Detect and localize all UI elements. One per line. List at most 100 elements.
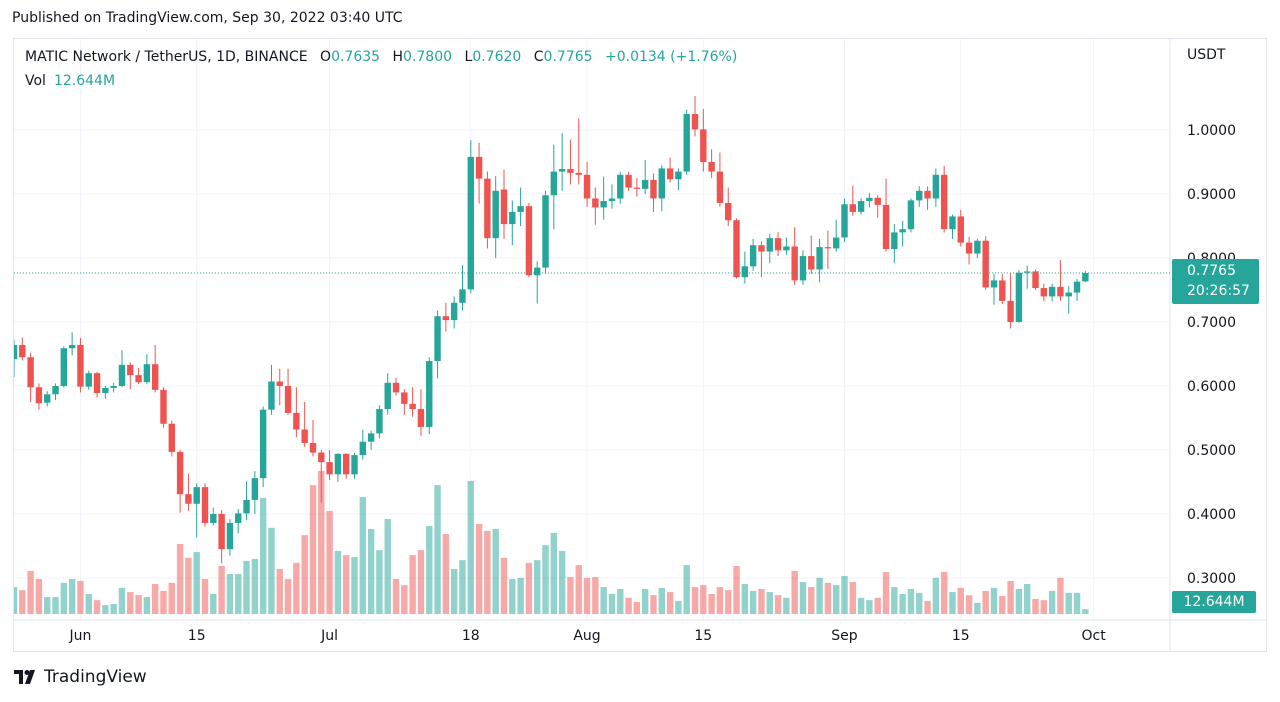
candle[interactable] — [185, 473, 192, 511]
candle[interactable] — [700, 108, 707, 172]
candle[interactable] — [716, 152, 724, 207]
candle[interactable] — [334, 453, 342, 482]
candle[interactable] — [658, 165, 665, 212]
candle[interactable] — [259, 406, 267, 488]
candle[interactable] — [882, 178, 890, 252]
candle[interactable] — [608, 184, 616, 209]
candle[interactable] — [1040, 283, 1048, 302]
candle[interactable] — [68, 332, 76, 356]
candle[interactable] — [583, 162, 591, 207]
candle[interactable] — [650, 173, 657, 212]
candle[interactable] — [899, 220, 906, 247]
candle[interactable] — [1024, 265, 1031, 289]
candle[interactable] — [193, 483, 200, 538]
currency-label[interactable]: USDT — [1187, 47, 1226, 63]
candle[interactable] — [351, 453, 358, 479]
candle[interactable] — [542, 190, 549, 274]
candle[interactable] — [475, 142, 483, 204]
candle[interactable] — [866, 192, 873, 208]
candle[interactable] — [484, 171, 491, 249]
candle[interactable] — [965, 236, 973, 265]
candle[interactable] — [641, 160, 649, 194]
candle[interactable] — [891, 224, 898, 264]
candle[interactable] — [791, 227, 798, 285]
candle[interactable] — [384, 373, 391, 415]
candle[interactable] — [376, 405, 383, 439]
candle[interactable] — [434, 310, 441, 379]
candle[interactable] — [708, 149, 715, 178]
candle[interactable] — [575, 118, 582, 185]
candle[interactable] — [118, 350, 126, 388]
candle[interactable] — [617, 171, 624, 204]
candle[interactable] — [318, 450, 325, 503]
candle[interactable] — [758, 241, 765, 278]
candle[interactable] — [19, 337, 26, 361]
candle[interactable] — [783, 237, 790, 255]
candle[interactable] — [691, 96, 699, 137]
candle[interactable] — [226, 519, 234, 556]
candle[interactable] — [293, 387, 300, 438]
candle[interactable] — [343, 453, 350, 479]
candle[interactable] — [534, 261, 541, 304]
candle[interactable] — [1007, 273, 1014, 329]
candle[interactable] — [874, 195, 881, 218]
candle[interactable] — [492, 176, 499, 258]
candle[interactable] — [467, 140, 474, 294]
candle[interactable] — [201, 483, 209, 527]
candle[interactable] — [60, 346, 68, 388]
candle[interactable] — [44, 391, 51, 407]
candle[interactable] — [567, 139, 574, 185]
candle[interactable] — [426, 357, 433, 434]
candle[interactable] — [1073, 279, 1081, 301]
candle[interactable] — [1032, 269, 1039, 290]
candle[interactable] — [808, 235, 815, 274]
candle[interactable] — [176, 450, 184, 513]
candle[interactable] — [849, 185, 857, 216]
candle[interactable] — [276, 368, 283, 406]
candle[interactable] — [625, 171, 632, 191]
candle[interactable] — [367, 430, 375, 450]
candle[interactable] — [733, 218, 740, 279]
candle[interactable] — [816, 238, 823, 283]
candle[interactable] — [459, 265, 466, 311]
candle[interactable] — [907, 198, 915, 233]
candle[interactable] — [243, 481, 250, 521]
candle[interactable] — [932, 168, 940, 207]
candle[interactable] — [592, 187, 599, 225]
candle[interactable] — [11, 339, 18, 378]
candle[interactable] — [93, 371, 101, 398]
candle[interactable] — [741, 251, 749, 284]
candle[interactable] — [957, 210, 964, 247]
volume-label[interactable]: Vol — [25, 73, 46, 89]
candle[interactable] — [916, 186, 923, 207]
candle[interactable] — [558, 133, 566, 191]
candle[interactable] — [359, 429, 367, 460]
tradingview-logo[interactable]: TradingView — [14, 667, 147, 687]
candle[interactable] — [774, 232, 782, 257]
candle[interactable] — [982, 236, 989, 290]
candle[interactable] — [401, 389, 408, 415]
candle[interactable] — [1065, 286, 1072, 314]
candle[interactable] — [990, 274, 998, 305]
candle[interactable] — [218, 510, 225, 564]
candle[interactable] — [85, 370, 92, 390]
candle[interactable] — [450, 296, 458, 329]
candle[interactable] — [999, 274, 1006, 305]
candle[interactable] — [251, 471, 259, 514]
chart-frame[interactable] — [13, 38, 1267, 652]
candle[interactable] — [675, 168, 682, 191]
candle[interactable] — [168, 420, 175, 457]
candle[interactable] — [940, 165, 948, 233]
candle[interactable] — [500, 169, 508, 239]
candle[interactable] — [749, 238, 757, 271]
candle[interactable] — [949, 214, 956, 239]
candle[interactable] — [509, 200, 516, 246]
candle[interactable] — [1082, 270, 1089, 283]
candle[interactable] — [52, 383, 59, 401]
candle[interactable] — [799, 250, 807, 285]
candle[interactable] — [666, 157, 674, 183]
candle[interactable] — [1057, 259, 1064, 301]
candle[interactable] — [1048, 283, 1056, 302]
candle[interactable] — [841, 198, 848, 242]
